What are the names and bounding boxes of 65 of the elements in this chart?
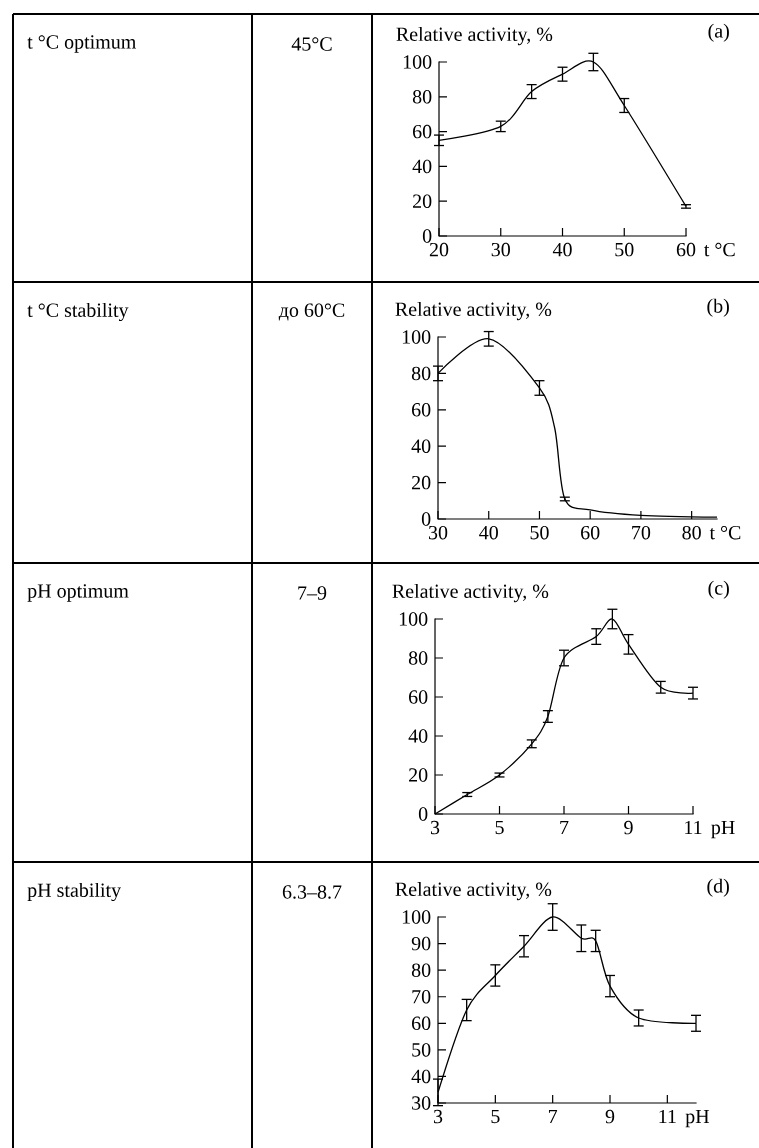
y-tick-label: 80 [411, 366, 431, 381]
x-tick-label: 3 [433, 1109, 443, 1124]
y-tick-label: 40 [408, 729, 428, 743]
y-tick-label: 100 [402, 910, 431, 924]
y-axis-title: Relative activity, % [392, 583, 549, 603]
x-tick-label: 70 [632, 525, 651, 540]
text: 7–9 [298, 586, 327, 600]
y-tick-label: 40 [411, 439, 431, 453]
y-tick-label: 20 [413, 194, 432, 208]
x-tick-label: 80 [682, 525, 701, 540]
x-tick-label: 9 [605, 1109, 615, 1124]
x-tick-label: 40 [552, 242, 572, 257]
text: (a) [708, 23, 729, 42]
y-tick-label: 60 [413, 124, 432, 139]
x-tick-label: 5 [491, 1109, 500, 1124]
y-tick-label: 100 [403, 55, 432, 69]
text: (d) [707, 878, 729, 897]
x-tick-label: 9 [624, 820, 633, 835]
x-tick-label: 50 [530, 525, 549, 540]
x-tick-label: 5 [495, 820, 504, 835]
y-tick-label: 60 [412, 1016, 431, 1031]
x-tick-label: 11 [685, 820, 702, 835]
y-tick-label: 80 [411, 963, 431, 977]
y-tick-label: 0 [422, 229, 432, 243]
y-tick-label: 60 [412, 403, 431, 417]
y-axis-title: Relative activity, % [396, 26, 553, 46]
y-tick-label: 0 [421, 512, 431, 526]
y-axis-title: Relative activity, % [395, 301, 552, 321]
x-tick-label: 60 [581, 525, 600, 540]
text: 6.3–8.7 [282, 885, 342, 899]
x-tick-label: 11 [659, 1109, 676, 1124]
text: pH optimum [27, 584, 129, 602]
x-axis-title: pH [711, 820, 735, 839]
x-tick-label: 3 [430, 820, 440, 835]
y-tick-label: 50 [412, 1043, 431, 1057]
y-tick-label: 30 [412, 1096, 431, 1110]
text: (b) [707, 298, 729, 317]
text: 45°C [291, 37, 332, 51]
text: pH stability [27, 882, 122, 902]
x-axis-title: t °C [709, 525, 741, 540]
x-axis-title: pH [685, 1109, 710, 1128]
y-tick-label: 60 [409, 690, 428, 704]
x-tick-label: 50 [615, 242, 634, 257]
y-tick-label: 80 [412, 90, 432, 104]
x-tick-label: 40 [479, 525, 498, 540]
y-tick-label: 70 [412, 989, 431, 1004]
y-tick-label: 20 [412, 475, 431, 490]
y-axis-title: Relative activity, % [395, 881, 552, 901]
y-tick-label: 0 [418, 807, 428, 821]
y-tick-label: 20 [409, 768, 428, 782]
y-tick-label: 100 [399, 612, 428, 626]
y-tick-label: 100 [402, 330, 431, 344]
text: (c) [708, 580, 729, 599]
y-tick-label: 80 [408, 651, 428, 665]
x-tick-label: 7 [548, 1109, 558, 1123]
y-tick-label: 40 [411, 1069, 431, 1084]
y-tick-label: 40 [412, 159, 432, 174]
text: t °C optimum [27, 35, 137, 53]
x-tick-label: 30 [491, 242, 510, 257]
x-tick-label: 7 [560, 820, 569, 834]
x-tick-label: 60 [676, 242, 696, 257]
y-tick-label: 90 [411, 936, 431, 951]
text: до 60°C [278, 303, 345, 321]
text: t °C stability [27, 302, 129, 322]
x-axis-title: t °C [704, 242, 735, 257]
